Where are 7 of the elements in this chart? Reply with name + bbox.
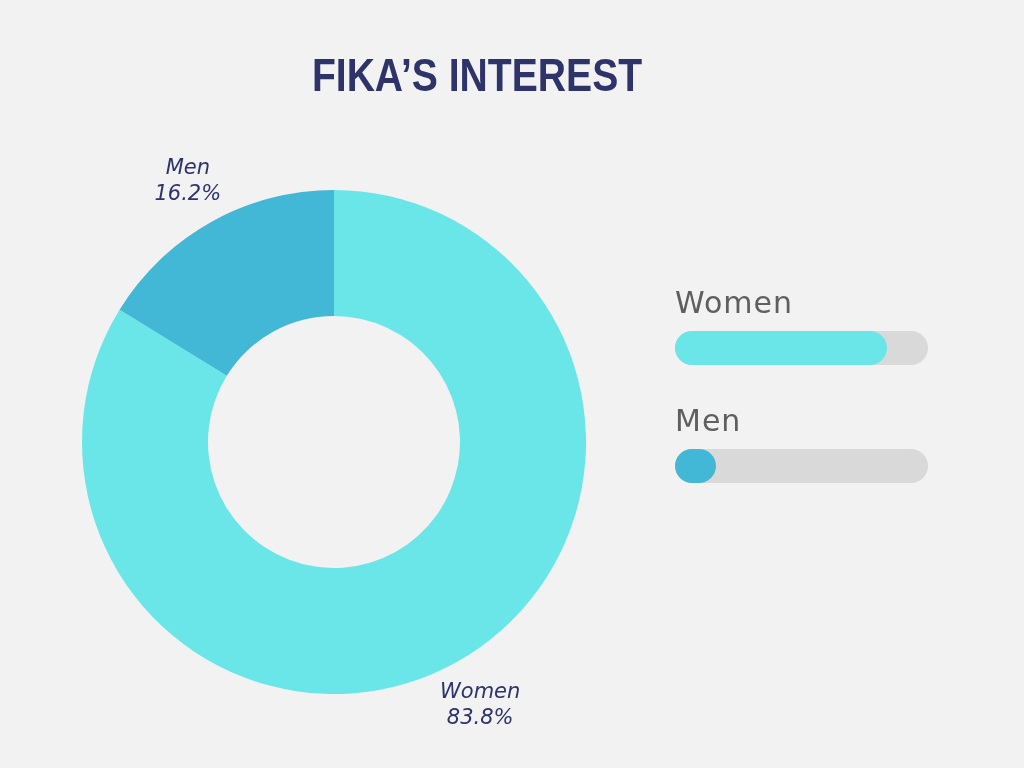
chart-title: FIKA’S INTEREST <box>310 48 644 102</box>
data-label: 16.2% <box>154 181 222 206</box>
slice-label: Women <box>675 285 794 322</box>
slice-label: Women <box>440 678 521 703</box>
slice-label: Men <box>165 155 210 180</box>
data-label: 83.8% <box>446 704 514 729</box>
category-label: Men <box>675 403 742 438</box>
